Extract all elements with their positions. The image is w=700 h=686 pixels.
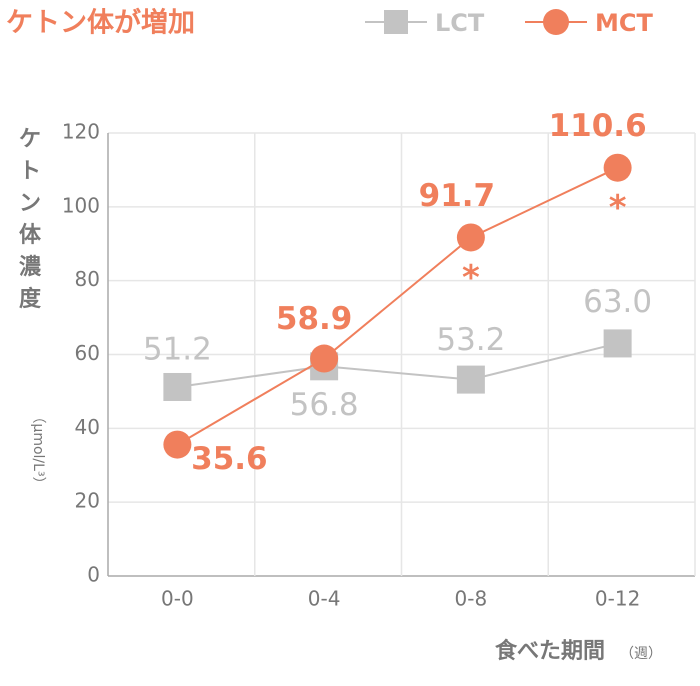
series-line xyxy=(176,166,619,446)
y-axis-label-char: 濃 xyxy=(19,255,42,280)
data-point xyxy=(456,223,485,252)
y-tick-label: 60 xyxy=(75,341,100,365)
x-axis-label: 食べた期間 xyxy=(495,638,605,664)
y-tick-label: 100 xyxy=(62,193,100,217)
data-point xyxy=(310,344,339,373)
data-label: 51.2 xyxy=(143,331,212,367)
data-point xyxy=(163,430,192,459)
legend-label: LCT xyxy=(435,9,485,37)
y-axis-label-char: 度 xyxy=(19,286,42,312)
legend-marker xyxy=(384,10,408,34)
y-axis-label-char: ト xyxy=(19,159,41,184)
y-tick-label: 80 xyxy=(75,267,100,291)
y-axis-label-char: ケ xyxy=(19,127,41,152)
data-point xyxy=(163,372,192,401)
data-label: 58.9 xyxy=(276,301,353,337)
series-line xyxy=(177,342,618,388)
x-tick-label: 0-8 xyxy=(455,587,488,611)
legend-label: MCT xyxy=(595,9,653,37)
x-axis-unit: （週） xyxy=(620,646,662,662)
data-label: 56.8 xyxy=(290,387,359,423)
significance-mark: * xyxy=(609,188,627,228)
x-tick-label: 0-4 xyxy=(308,587,341,611)
chart-title: ケトン体が増加 xyxy=(6,7,195,39)
data-label: 35.6 xyxy=(191,441,268,477)
y-axis-label-char: ン xyxy=(19,191,41,216)
data-label: 110.6 xyxy=(549,108,647,144)
legend-marker xyxy=(543,9,569,35)
x-tick-label: 0-0 xyxy=(161,587,194,611)
y-tick-label: 0 xyxy=(87,563,100,587)
data-point xyxy=(603,329,632,358)
y-tick-label: 40 xyxy=(75,415,100,439)
y-axis-unit: （μmol/L³） xyxy=(30,409,46,490)
data-label: 63.0 xyxy=(583,284,652,320)
data-point xyxy=(603,153,632,182)
y-tick-label: 20 xyxy=(75,489,100,513)
data-label: 91.7 xyxy=(419,178,496,214)
x-tick-label: 0-12 xyxy=(595,587,640,611)
y-tick-label: 120 xyxy=(62,120,100,144)
y-axis-label-char: 体 xyxy=(19,223,42,248)
data-label: 53.2 xyxy=(436,322,505,358)
significance-mark: * xyxy=(462,258,480,298)
data-point xyxy=(456,365,485,394)
